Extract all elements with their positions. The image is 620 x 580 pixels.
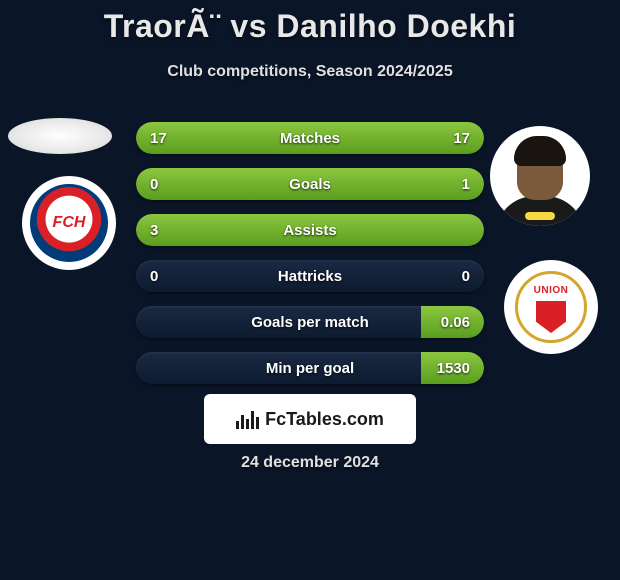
- stat-label: Goals per match: [251, 314, 369, 331]
- player-left-photo: [8, 118, 112, 154]
- branding-text: FcTables.com: [265, 409, 384, 430]
- union-badge-text: UNION: [515, 285, 587, 296]
- stat-row: 0 Hattricks 0: [136, 260, 484, 292]
- stat-value-right: 1: [462, 176, 470, 193]
- stat-row: Goals per match 0.06: [136, 306, 484, 338]
- stat-label: Matches: [280, 130, 340, 147]
- page-title: TraorÃ¨ vs Danilho Doekhi: [0, 0, 620, 45]
- page-subtitle: Club competitions, Season 2024/2025: [0, 63, 620, 81]
- stat-value-right: 0.06: [441, 314, 470, 331]
- stat-value-right: 17: [453, 130, 470, 147]
- date-text: 24 december 2024: [241, 454, 379, 472]
- chart-icon: [236, 409, 259, 429]
- branding-badge: FcTables.com: [204, 394, 416, 444]
- stat-label: Hattricks: [278, 268, 342, 285]
- stat-value-right: 1530: [437, 360, 470, 377]
- union-badge-icon: UNION: [515, 271, 587, 343]
- stat-label: Assists: [283, 222, 336, 239]
- stat-row: 17 Matches 17: [136, 122, 484, 154]
- player-right-photo: [490, 126, 590, 226]
- player-left-club-badge: [22, 176, 116, 270]
- stat-value-left: 0: [150, 268, 158, 285]
- fch-badge-icon: [30, 184, 108, 262]
- player-right-club-badge: UNION: [504, 260, 598, 354]
- stat-value-left: 17: [150, 130, 167, 147]
- stat-label: Goals: [289, 176, 331, 193]
- stat-value-right: 0: [462, 268, 470, 285]
- stat-row: 3 Assists: [136, 214, 484, 246]
- stat-row: 0 Goals 1: [136, 168, 484, 200]
- stat-value-left: 0: [150, 176, 158, 193]
- stat-row: Min per goal 1530: [136, 352, 484, 384]
- stats-container: 17 Matches 17 0 Goals 1 3 Assists 0 Hattricks 0 Goa…: [136, 122, 484, 398]
- stat-label: Min per goal: [266, 360, 354, 377]
- stat-value-left: 3: [150, 222, 158, 239]
